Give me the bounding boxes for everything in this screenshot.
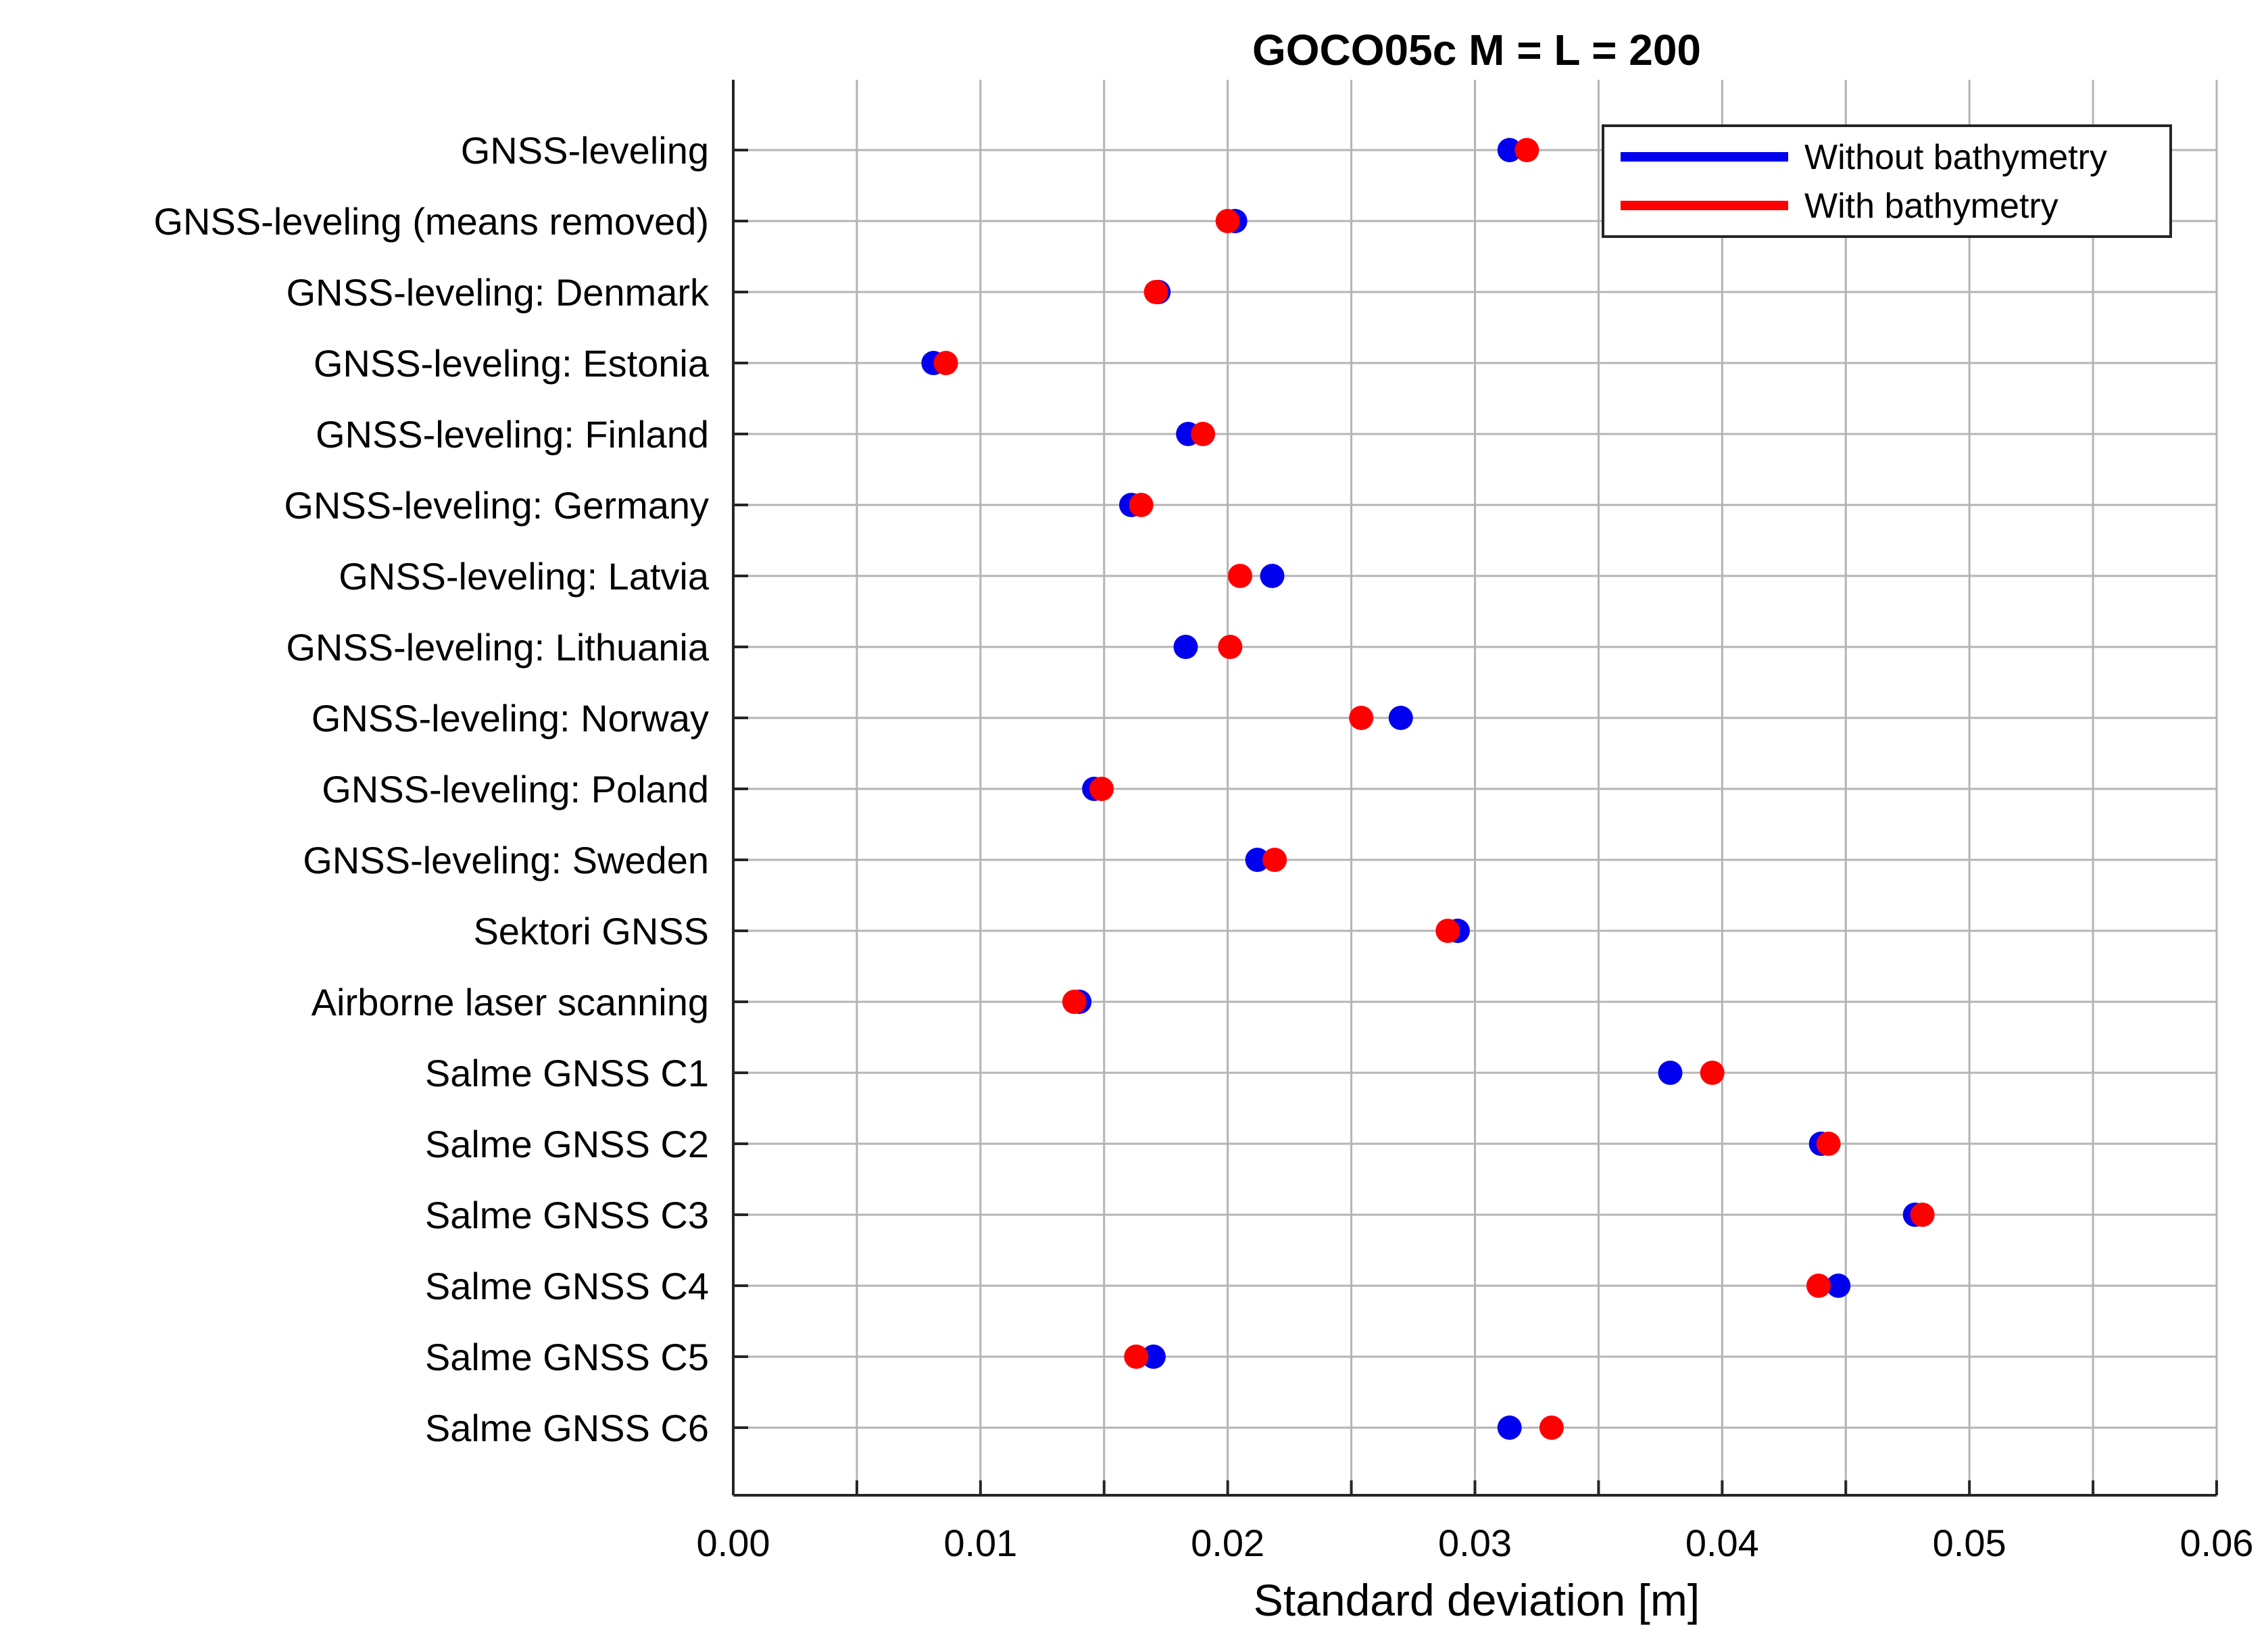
category-label: Salme GNSS C4 (425, 1265, 709, 1307)
x-axis-label: Standard deviation [m] (1254, 1575, 1700, 1625)
legend-label-with-bathymetry: With bathymetry (1804, 187, 2059, 226)
category-label: GNSS-leveling (means removed) (153, 200, 709, 243)
data-point-with-bathymetry (1124, 1345, 1149, 1369)
grid-lines (733, 80, 2218, 1495)
category-label: Salme GNSS C6 (425, 1407, 709, 1449)
data-point-without-bathymetry (1245, 848, 1270, 872)
category-label: GNSS-leveling: Poland (322, 768, 709, 810)
axis-ticks (732, 149, 2218, 1495)
category-label: GNSS-leveling: Finland (316, 413, 709, 456)
data-point-with-bathymetry (1262, 848, 1287, 872)
category-labels: GNSS-leveling GNSS-leveling (means remove… (153, 129, 710, 1449)
category-label: GNSS-leveling: Denmark (286, 271, 710, 314)
category-label: GNSS-leveling: Estonia (314, 342, 710, 385)
x-tick-label: 0.05 (1933, 1522, 2006, 1564)
data-point-without-bathymetry (1141, 1345, 1166, 1369)
x-tick-label: 0.02 (1191, 1522, 1264, 1564)
data-point-with-bathymetry (1062, 990, 1087, 1014)
data-point-without-bathymetry (1388, 706, 1413, 730)
data-point-with-bathymetry (1910, 1203, 1935, 1227)
legend-label-without-bathymetry: Without bathymetry (1804, 138, 2107, 177)
data-point-with-bathymetry (1700, 1061, 1725, 1085)
category-label: GNSS-leveling: Sweden (303, 839, 709, 881)
category-label: Salme GNSS C5 (425, 1336, 709, 1378)
x-tick-label: 0.03 (1438, 1522, 1512, 1564)
data-point-without-bathymetry (1658, 1061, 1683, 1085)
data-point-without-bathymetry (1260, 564, 1285, 588)
data-point-with-bathymetry (1514, 138, 1539, 162)
legend-box (1602, 124, 2172, 238)
data-point-without-bathymetry (1497, 138, 1522, 162)
data-point-with-bathymetry (1816, 1132, 1841, 1156)
data-point-with-bathymetry (1129, 493, 1154, 517)
category-label: GNSS-leveling: Norway (312, 697, 709, 740)
x-tick-label: 0.00 (697, 1522, 770, 1564)
data-point-with-bathymetry (933, 351, 958, 375)
data-point-with-bathymetry (1806, 1274, 1831, 1298)
data-points (921, 138, 1935, 1440)
x-tick-label: 0.01 (943, 1522, 1017, 1564)
data-point-with-bathymetry (1089, 777, 1114, 801)
legend: Without bathymetry With bathymetry (1602, 124, 2172, 238)
category-label: Sektori GNSS (473, 910, 709, 952)
data-point-with-bathymetry (1191, 422, 1216, 446)
category-label: GNSS-leveling: Germany (284, 484, 709, 527)
chart-title: GOCO05c M = L = 200 (1252, 26, 1701, 74)
data-point-with-bathymetry (1539, 1415, 1564, 1440)
category-label: GNSS-leveling: Latvia (339, 555, 710, 598)
data-point-with-bathymetry (1143, 280, 1168, 304)
data-point-with-bathymetry (1215, 209, 1240, 233)
category-label: Airborne laser scanning (312, 981, 709, 1023)
category-label: Salme GNSS C1 (425, 1052, 709, 1094)
data-point-without-bathymetry (1497, 1415, 1522, 1440)
x-tick-label: 0.06 (2180, 1522, 2254, 1564)
category-label: GNSS-leveling (461, 129, 709, 172)
x-tick-labels: 0.00 0.01 0.02 0.03 0.04 0.05 0.06 (697, 1522, 2254, 1564)
data-point-with-bathymetry (1349, 706, 1374, 730)
category-label: GNSS-leveling: Lithuania (286, 626, 710, 669)
data-point-with-bathymetry (1227, 564, 1252, 588)
data-point-with-bathymetry (1218, 635, 1243, 659)
category-label: Salme GNSS C3 (425, 1194, 709, 1236)
data-point-with-bathymetry (1435, 919, 1460, 943)
data-point-without-bathymetry (1173, 635, 1198, 659)
data-point-without-bathymetry (1826, 1274, 1851, 1298)
category-label: Salme GNSS C2 (425, 1123, 709, 1165)
x-tick-label: 0.04 (1685, 1522, 1759, 1564)
